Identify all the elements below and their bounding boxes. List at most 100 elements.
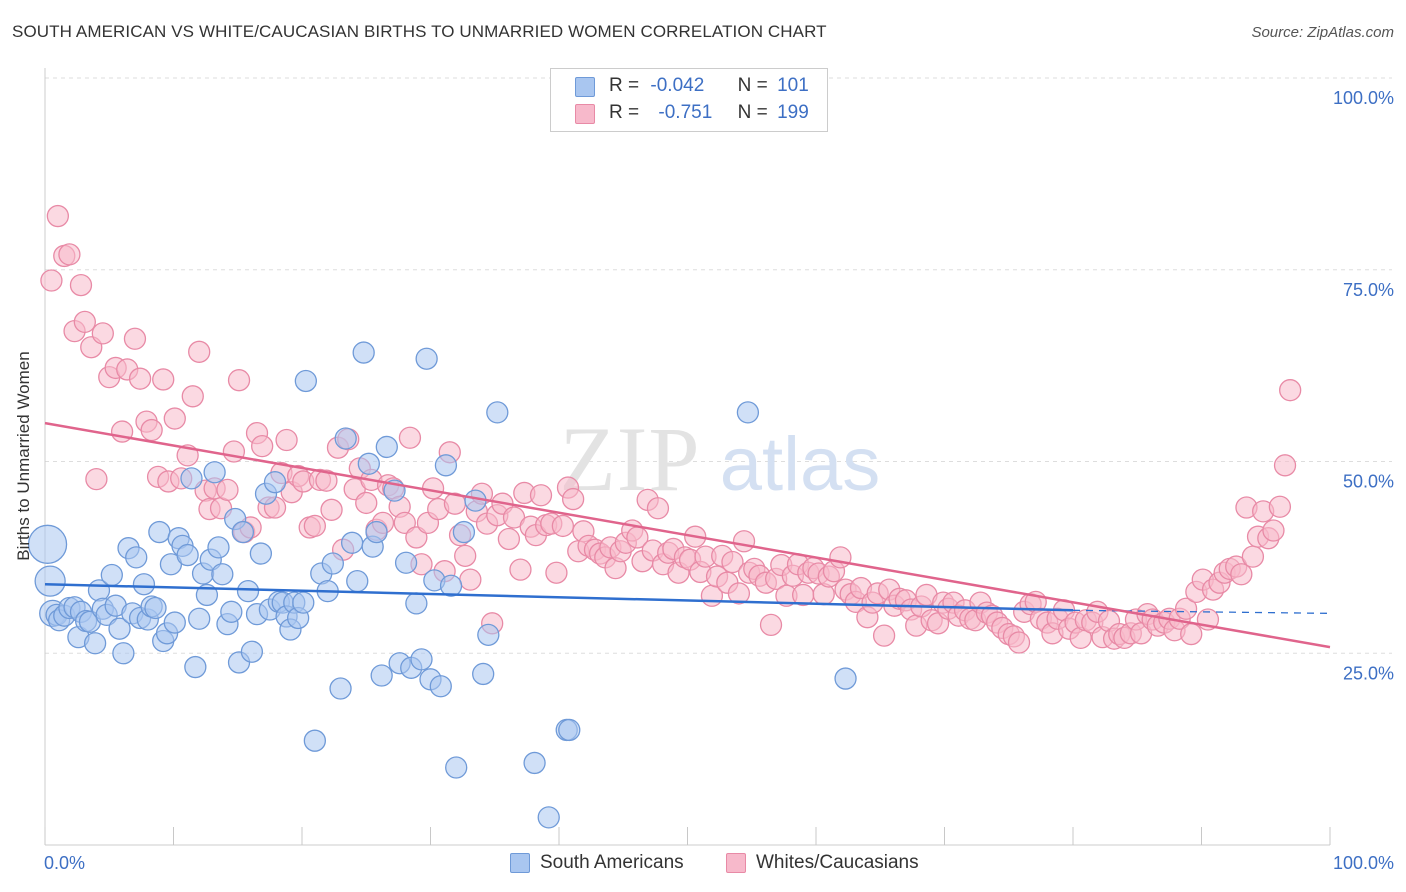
south-american-point <box>405 592 428 615</box>
south-american-point <box>394 551 418 574</box>
correlation-legend: R = -0.042 N = 101 R = -0.751 N = 199 <box>550 68 828 132</box>
white-caucasian-point <box>732 530 756 553</box>
whites-caucasians-trendline <box>44 421 1331 649</box>
south-american-point <box>736 401 760 424</box>
white-caucasian-point <box>140 418 163 442</box>
white-caucasian-point <box>1262 519 1285 542</box>
white-caucasian-point <box>646 497 670 520</box>
south-american-point <box>445 756 468 779</box>
south-american-point <box>303 729 327 752</box>
south-american-point <box>100 563 123 587</box>
white-caucasian-point <box>405 526 428 549</box>
white-caucasian-point <box>91 322 114 345</box>
source-label[interactable]: Source: ZipAtlas.com <box>1251 24 1394 41</box>
south-american-point <box>112 642 135 665</box>
x-tick-label: 0.0% <box>44 853 85 873</box>
south-american-point <box>415 347 438 370</box>
white-caucasian-point <box>58 243 81 266</box>
white-caucasian-point <box>123 327 147 350</box>
white-caucasian-point <box>509 558 532 581</box>
south-american-point <box>249 542 273 565</box>
white-caucasian-point <box>227 369 251 392</box>
chart-title: SOUTH AMERICAN VS WHITE/CAUCASIAN BIRTHS… <box>12 22 827 41</box>
south-american-point <box>34 565 66 597</box>
y-tick-label: 25.0% <box>1343 663 1394 683</box>
bottom-legend-label: South Americans <box>540 852 684 873</box>
legend-swatch-pink <box>575 104 595 124</box>
south-american-point <box>357 452 380 475</box>
south-american-point <box>346 570 369 593</box>
south-american-point <box>125 546 148 569</box>
south-american-point <box>211 563 234 586</box>
white-caucasian-point <box>1007 631 1031 654</box>
south-american-point <box>439 574 463 597</box>
white-caucasian-point <box>85 467 108 491</box>
white-caucasian-point <box>759 613 783 637</box>
white-caucasian-point <box>454 544 477 567</box>
south-american-point <box>834 667 857 690</box>
white-caucasian-point <box>222 440 246 463</box>
white-caucasian-point <box>73 310 96 334</box>
south-american-point <box>472 662 495 686</box>
white-caucasian-point <box>551 514 575 538</box>
watermark-zip: ZIP <box>560 408 701 510</box>
south-american-point <box>429 675 452 698</box>
legend-n-value: 199 <box>777 102 809 123</box>
white-caucasian-point <box>459 568 482 591</box>
south-american-point <box>340 531 364 554</box>
legend-n-label: N = <box>737 75 768 96</box>
white-caucasian-point <box>320 498 343 521</box>
white-caucasian-point <box>163 407 186 430</box>
legend-r-label: R = <box>609 102 640 123</box>
white-caucasian-point <box>545 561 568 584</box>
south-american-point <box>486 401 509 424</box>
south-american-point <box>207 536 230 559</box>
south-american-point <box>240 640 264 663</box>
y-tick-label: 50.0% <box>1343 472 1394 492</box>
white-caucasian-point <box>275 428 298 452</box>
white-caucasian-point <box>1230 563 1253 586</box>
y-tick-label: 100.0% <box>1333 88 1394 108</box>
south-american-point <box>410 648 433 671</box>
south-american-point <box>334 427 357 450</box>
legend-r-value: -0.751 <box>658 102 713 123</box>
south-american-point <box>144 596 167 620</box>
south-american-point <box>329 677 352 700</box>
south-american-point <box>27 524 68 564</box>
white-caucasian-point <box>1279 379 1302 402</box>
watermark-atlas: atlas <box>720 422 881 507</box>
white-caucasian-point <box>152 368 175 391</box>
bottom-legend-label: Whites/Caucasians <box>756 852 919 873</box>
legend-r-label: R = <box>609 75 640 96</box>
white-caucasian-point <box>1241 545 1265 568</box>
white-caucasian-point <box>1180 622 1203 646</box>
south-american-point <box>292 591 315 614</box>
white-caucasian-point <box>355 491 378 515</box>
south-american-point <box>184 655 207 679</box>
white-caucasian-point <box>529 484 553 507</box>
white-caucasian-point <box>1268 495 1292 518</box>
south-american-point <box>523 751 546 775</box>
south-american-point <box>236 579 260 603</box>
south-american-point <box>434 454 458 477</box>
south-american-point <box>180 467 203 490</box>
south-american-point <box>108 617 131 640</box>
south-american-point <box>452 520 476 544</box>
axes <box>44 68 1331 846</box>
white-caucasian-point <box>303 514 327 538</box>
white-caucasian-point <box>216 478 239 502</box>
x-tick-labels: 0.0% 100.0% <box>44 853 1394 873</box>
white-caucasian-point <box>398 426 422 449</box>
white-caucasian-point <box>727 582 751 605</box>
white-caucasian-point <box>872 624 896 647</box>
south-american-point <box>375 435 398 459</box>
south-american-point <box>203 461 226 484</box>
south-american-point <box>263 471 287 494</box>
white-caucasian-point <box>181 385 204 408</box>
south-american-point <box>83 632 107 655</box>
south-american-point <box>294 369 318 393</box>
south-american-point <box>220 600 243 623</box>
x-tick-label: 100.0% <box>1333 853 1394 873</box>
legend-r-value: -0.042 <box>650 75 705 96</box>
